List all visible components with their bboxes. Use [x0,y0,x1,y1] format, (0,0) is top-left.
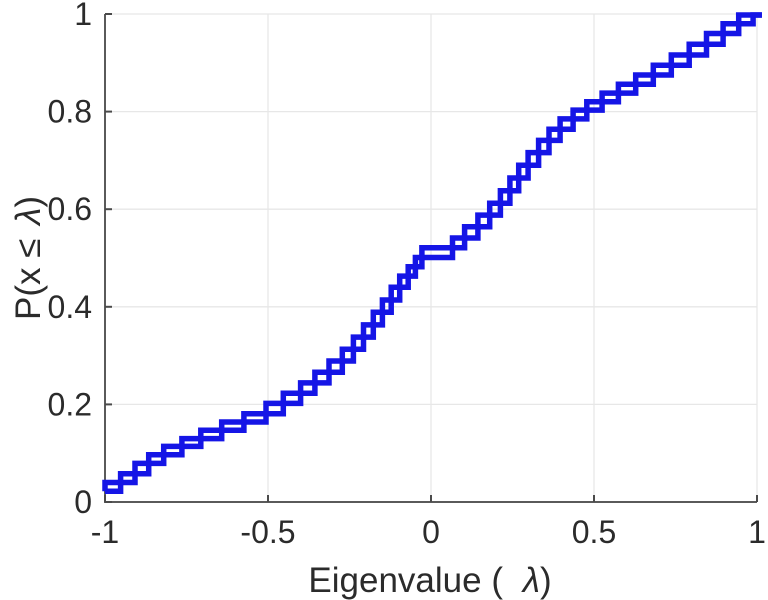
axis-ticks [104,13,758,503]
y-tick-label: 0.8 [48,94,92,130]
y-tick-label: 1 [74,0,92,32]
ecdf-stairs-pre-line [102,12,762,492]
y-tick-label: 0.6 [48,191,92,227]
x-tick-label: -1 [91,514,119,550]
x-tick-label: 1 [748,514,766,550]
grid-lines [105,13,758,502]
x-axis-label: Eigenvalue ( λ) [308,561,551,600]
y-tick-label: 0.4 [48,289,92,325]
x-tick-label: -0.5 [240,514,295,550]
ecdf-stairs-post-line [105,12,762,495]
ecdf-stairs-series [102,12,762,495]
tick-labels: -1 -0.5 0 0.5 1 0 0.2 0.4 0.6 0.8 1 [48,0,766,550]
x-tick-label: 0.5 [572,514,616,550]
y-axis-label: P(x ≤ λ) [9,196,48,320]
y-tick-label: 0.2 [48,386,92,422]
y-tick-label: 0 [74,484,92,520]
x-tick-label: 0 [422,514,440,550]
